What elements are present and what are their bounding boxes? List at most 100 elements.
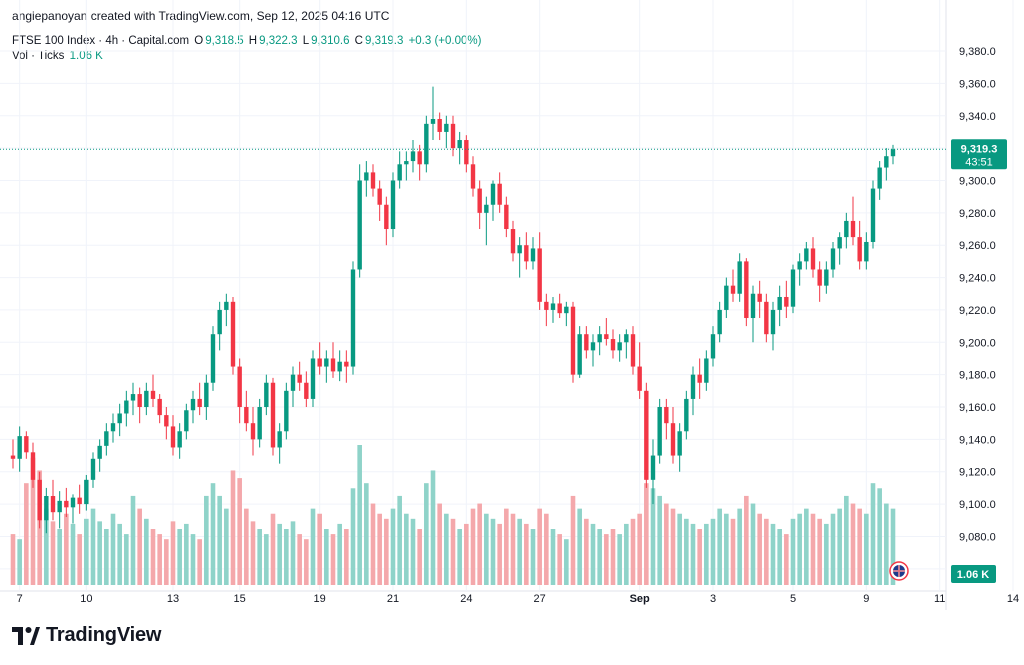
volume-bar (857, 508, 862, 585)
candle-body (237, 366, 242, 408)
volume-bar (444, 513, 449, 585)
candle-body (864, 241, 869, 262)
volume-bar (384, 518, 389, 585)
volume-bar (624, 523, 629, 585)
volume-bar (157, 534, 162, 585)
candle-body (670, 423, 676, 456)
candle-body (717, 309, 722, 335)
candle-body (390, 180, 396, 230)
volume-bar (450, 518, 456, 585)
candle-body (797, 261, 802, 270)
candle-body (90, 458, 96, 480)
chart-author-header: angiepanoyan created with TradingView.co… (12, 9, 390, 23)
volume-label[interactable]: Vol · Ticks (12, 50, 65, 62)
x-tick-label: 27 (534, 593, 546, 605)
volume-bar (250, 521, 256, 585)
volume-bar (344, 529, 349, 585)
volume-tag (951, 565, 996, 583)
candle-body (830, 248, 836, 270)
candle-body (210, 334, 216, 383)
candle-body (484, 204, 489, 213)
y-tick-label: 9,260.0 (959, 240, 996, 252)
candle-body (57, 500, 62, 513)
volume-bar (710, 518, 716, 585)
candle-body (317, 358, 322, 367)
candle-body (30, 452, 36, 480)
candle-body (230, 301, 236, 367)
candle-body (664, 407, 669, 424)
volume-bar (597, 529, 602, 585)
candle-body (510, 229, 516, 254)
volume-bar (257, 529, 262, 585)
volume-bar (137, 508, 142, 585)
candle-body (537, 248, 542, 302)
volume-bar (64, 513, 69, 585)
candle-body (64, 500, 69, 508)
volume-bar (810, 513, 816, 585)
volume-bar (350, 488, 356, 585)
low-value: 9,310.6 (311, 35, 350, 47)
close-label: C (354, 35, 363, 47)
volume-bar (584, 518, 589, 585)
x-tick-label: 13 (167, 593, 179, 605)
volume-bar (77, 534, 82, 585)
volume-bar (664, 503, 669, 585)
candle-body (450, 123, 456, 149)
volume-bar (750, 503, 756, 585)
candle-body (544, 301, 549, 310)
candle-body (764, 301, 769, 335)
volume-bar (630, 518, 636, 585)
volume-bar (324, 529, 329, 585)
volume-bar (170, 521, 176, 585)
tradingview-logo[interactable]: TradingView (12, 624, 161, 647)
candle-body (697, 374, 702, 383)
candle-body (584, 334, 589, 351)
volume-bar (224, 508, 229, 585)
volume-bar (377, 513, 382, 585)
volume-bar (650, 488, 656, 585)
candle-body (337, 361, 342, 372)
candle-body (577, 334, 582, 375)
volume-bar (144, 518, 149, 585)
candle-body (590, 342, 596, 351)
x-tick-label: 10 (80, 593, 92, 605)
candle-body (104, 431, 109, 446)
volume-bar (510, 513, 516, 585)
volume-bar (397, 495, 402, 585)
volume-bar (744, 495, 749, 585)
high-label: H (248, 35, 258, 47)
candle-body (477, 188, 482, 213)
candle-body (330, 358, 336, 372)
volume-bar (730, 518, 736, 585)
x-tick-label: 24 (460, 593, 472, 605)
volume-bar (850, 503, 856, 585)
volume-bar (604, 534, 609, 585)
y-tick-label: 9,220.0 (959, 305, 996, 317)
volume-bar (564, 539, 569, 585)
x-tick-label: 3 (710, 593, 716, 605)
candle-body (677, 431, 682, 456)
volume-bar (570, 495, 576, 585)
volume-bar (804, 508, 809, 585)
symbol-label[interactable]: FTSE 100 Index · 4h · Capital.com (12, 35, 190, 47)
volume-bar (230, 470, 236, 585)
candle-body (250, 423, 256, 440)
volume-bar (204, 495, 209, 585)
x-tick-label: 11 (934, 593, 945, 605)
candle-body (124, 400, 129, 414)
candle-body (470, 164, 476, 189)
volume-bar (884, 503, 889, 585)
candle-body (37, 479, 42, 521)
candle-body (170, 426, 176, 448)
candle-body (644, 390, 649, 480)
volume-bar (390, 508, 396, 585)
candle-body (570, 306, 576, 375)
candle-body (770, 309, 776, 335)
x-tick-label: 5 (790, 593, 796, 605)
volume-bar (590, 523, 596, 585)
volume-bar (337, 523, 342, 585)
candle-body (217, 309, 222, 335)
candle-body (324, 358, 329, 367)
candle-body (44, 496, 49, 521)
